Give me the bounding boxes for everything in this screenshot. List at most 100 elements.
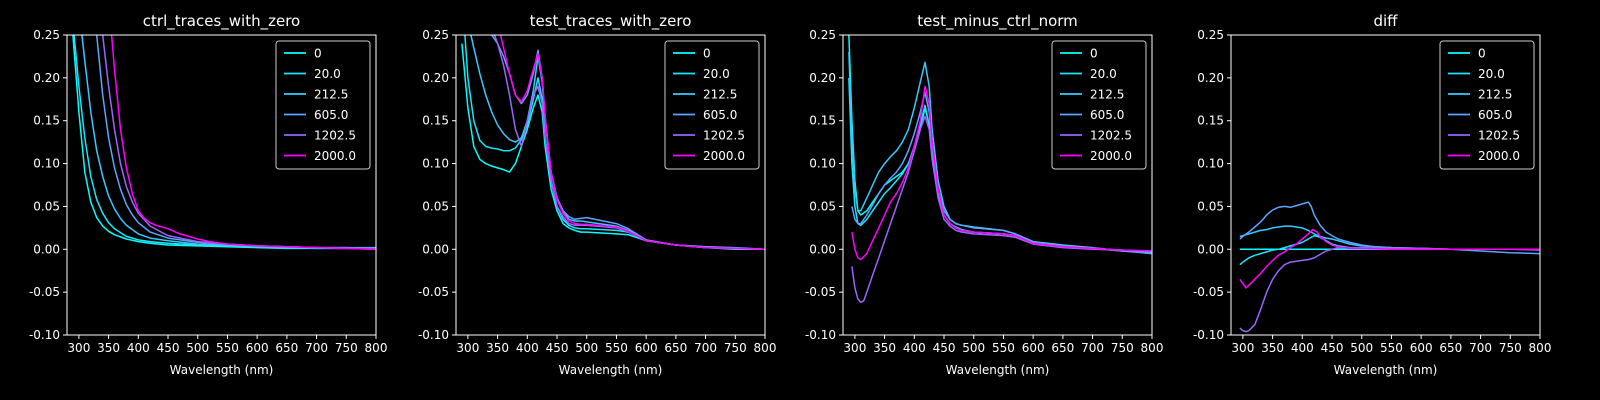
legend-label-6: 2000.0 (1478, 149, 1520, 163)
y-tick-label: 0.10 (1197, 157, 1224, 171)
legend-label-4: 605.0 (314, 108, 348, 122)
y-tick-label: 0.15 (1197, 114, 1224, 128)
x-tick-label: 650 (1439, 341, 1462, 355)
legend-label-4: 605.0 (1090, 108, 1124, 122)
legend-label-5: 1202.5 (703, 129, 745, 143)
chart-panel-3: test_minus_ctrl_norm 300 350 400 450 500 550 60… (805, 12, 1164, 377)
x-tick-label: 550 (992, 341, 1015, 355)
y-tick-label: 0.25 (33, 28, 60, 42)
y-tick-label: 0.00 (33, 242, 60, 256)
x-tick-label: 350 (97, 341, 120, 355)
x-tick-label: 350 (873, 341, 896, 355)
x-tick-label: 550 (1380, 341, 1403, 355)
y-tick-label: 0.20 (33, 71, 60, 85)
x-tick-label: 750 (724, 341, 747, 355)
x-tick-label: 500 (186, 341, 209, 355)
series-line-5 (1239, 246, 1540, 333)
x-tick-label: 450 (157, 341, 180, 355)
legend-label-3: 212.5 (314, 88, 348, 102)
y-tick-label: 0.10 (422, 157, 449, 171)
chart-panel-2: test_traces_with_zero 300 350 400 450 500 550 6… (418, 12, 777, 377)
x-tick-label: 650 (1051, 341, 1074, 355)
legend-label-5: 1202.5 (1090, 129, 1132, 143)
y-tick-label: 0.00 (809, 242, 836, 256)
plot-frame (66, 34, 377, 336)
x-axis-label: Wavelength (nm) (946, 363, 1050, 377)
x-tick-label: 400 (903, 341, 926, 355)
chart-title: test_traces_with_zero (530, 12, 692, 31)
y-tick-label: 0.05 (422, 199, 449, 213)
x-tick-label: 600 (246, 341, 269, 355)
x-tick-label: 300 (456, 341, 479, 355)
y-tick-label: -0.10 (1193, 328, 1224, 342)
legend-label-4: 605.0 (1478, 108, 1512, 122)
x-tick-label: 600 (635, 341, 658, 355)
series-group (72, 35, 376, 251)
y-tick-label: 0.25 (1197, 28, 1224, 42)
legend-label-6: 2000.0 (703, 149, 745, 163)
legend-label-2: 20.0 (703, 67, 730, 81)
y-tick-label: 0.25 (422, 28, 449, 42)
legend-label-1: 0 (1478, 47, 1486, 61)
series-line-1 (72, 35, 376, 251)
legend-label-2: 20.0 (314, 67, 341, 81)
x-tick-label: 700 (694, 341, 717, 355)
x-axis-label: Wavelength (nm) (170, 363, 274, 377)
y-tick-label: 0.05 (33, 199, 60, 213)
legend-label-1: 0 (703, 47, 711, 61)
x-tick-label: 400 (1291, 341, 1314, 355)
x-tick-label: 800 (365, 341, 388, 355)
y-tick-label: -0.10 (418, 328, 449, 342)
x-tick-label: 350 (486, 341, 509, 355)
x-tick-label: 400 (516, 341, 539, 355)
x-tick-label: 700 (1469, 341, 1492, 355)
legend-label-4: 605.0 (703, 108, 737, 122)
y-tick-label: 0.15 (809, 114, 836, 128)
x-tick-label: 550 (605, 341, 628, 355)
chart-title: diff (1373, 12, 1398, 30)
y-tick-label: 0.10 (33, 157, 60, 171)
x-tick-label: 750 (1499, 341, 1522, 355)
x-tick-label: 600 (1022, 341, 1045, 355)
x-tick-label: 800 (1141, 341, 1164, 355)
x-tick-label: 800 (754, 341, 777, 355)
y-tick-label: 0.00 (422, 242, 449, 256)
y-tick-label: -0.10 (29, 328, 60, 342)
x-axis-label: Wavelength (nm) (559, 363, 663, 377)
series-group (1239, 201, 1540, 333)
chart-title: test_minus_ctrl_norm (917, 12, 1078, 31)
x-tick-label: 450 (546, 341, 569, 355)
y-tick-label: 0.20 (1197, 71, 1224, 85)
y-tick-label: -0.10 (805, 328, 836, 342)
series-group (461, 35, 765, 251)
x-tick-label: 700 (305, 341, 328, 355)
x-tick-label: 800 (1529, 341, 1552, 355)
x-tick-label: 650 (275, 341, 298, 355)
x-axis-label: Wavelength (nm) (1334, 363, 1438, 377)
chart-panel-4: diff 300 350 400 450 500 550 600 650 700 750 800 -0.… (1193, 12, 1552, 377)
x-tick-label: 750 (335, 341, 358, 355)
y-tick-label: 0.10 (809, 157, 836, 171)
x-tick-label: 300 (1231, 341, 1254, 355)
x-tick-label: 500 (962, 341, 985, 355)
chart-title: ctrl_traces_with_zero (143, 12, 300, 31)
legend-label-2: 20.0 (1478, 67, 1505, 81)
legend-label-1: 0 (314, 47, 322, 61)
y-tick-label: 0.15 (33, 114, 60, 128)
y-tick-label: 0.20 (422, 71, 449, 85)
y-tick-label: -0.05 (418, 285, 449, 299)
x-tick-label: 600 (1410, 341, 1433, 355)
legend-label-3: 212.5 (1090, 88, 1124, 102)
series-group (848, 35, 1152, 304)
x-tick-label: 300 (843, 341, 866, 355)
y-tick-label: 0.05 (809, 199, 836, 213)
legend-label-3: 212.5 (1478, 88, 1512, 102)
x-tick-label: 350 (1261, 341, 1284, 355)
x-tick-label: 750 (1111, 341, 1134, 355)
series-line-4 (851, 91, 1152, 255)
chart-panel-1: ctrl_traces_with_zero 300 350 400 450 500 550 6… (29, 12, 388, 377)
x-tick-label: 550 (216, 341, 239, 355)
series-line-6 (1239, 228, 1540, 289)
legend-label-6: 2000.0 (314, 149, 356, 163)
